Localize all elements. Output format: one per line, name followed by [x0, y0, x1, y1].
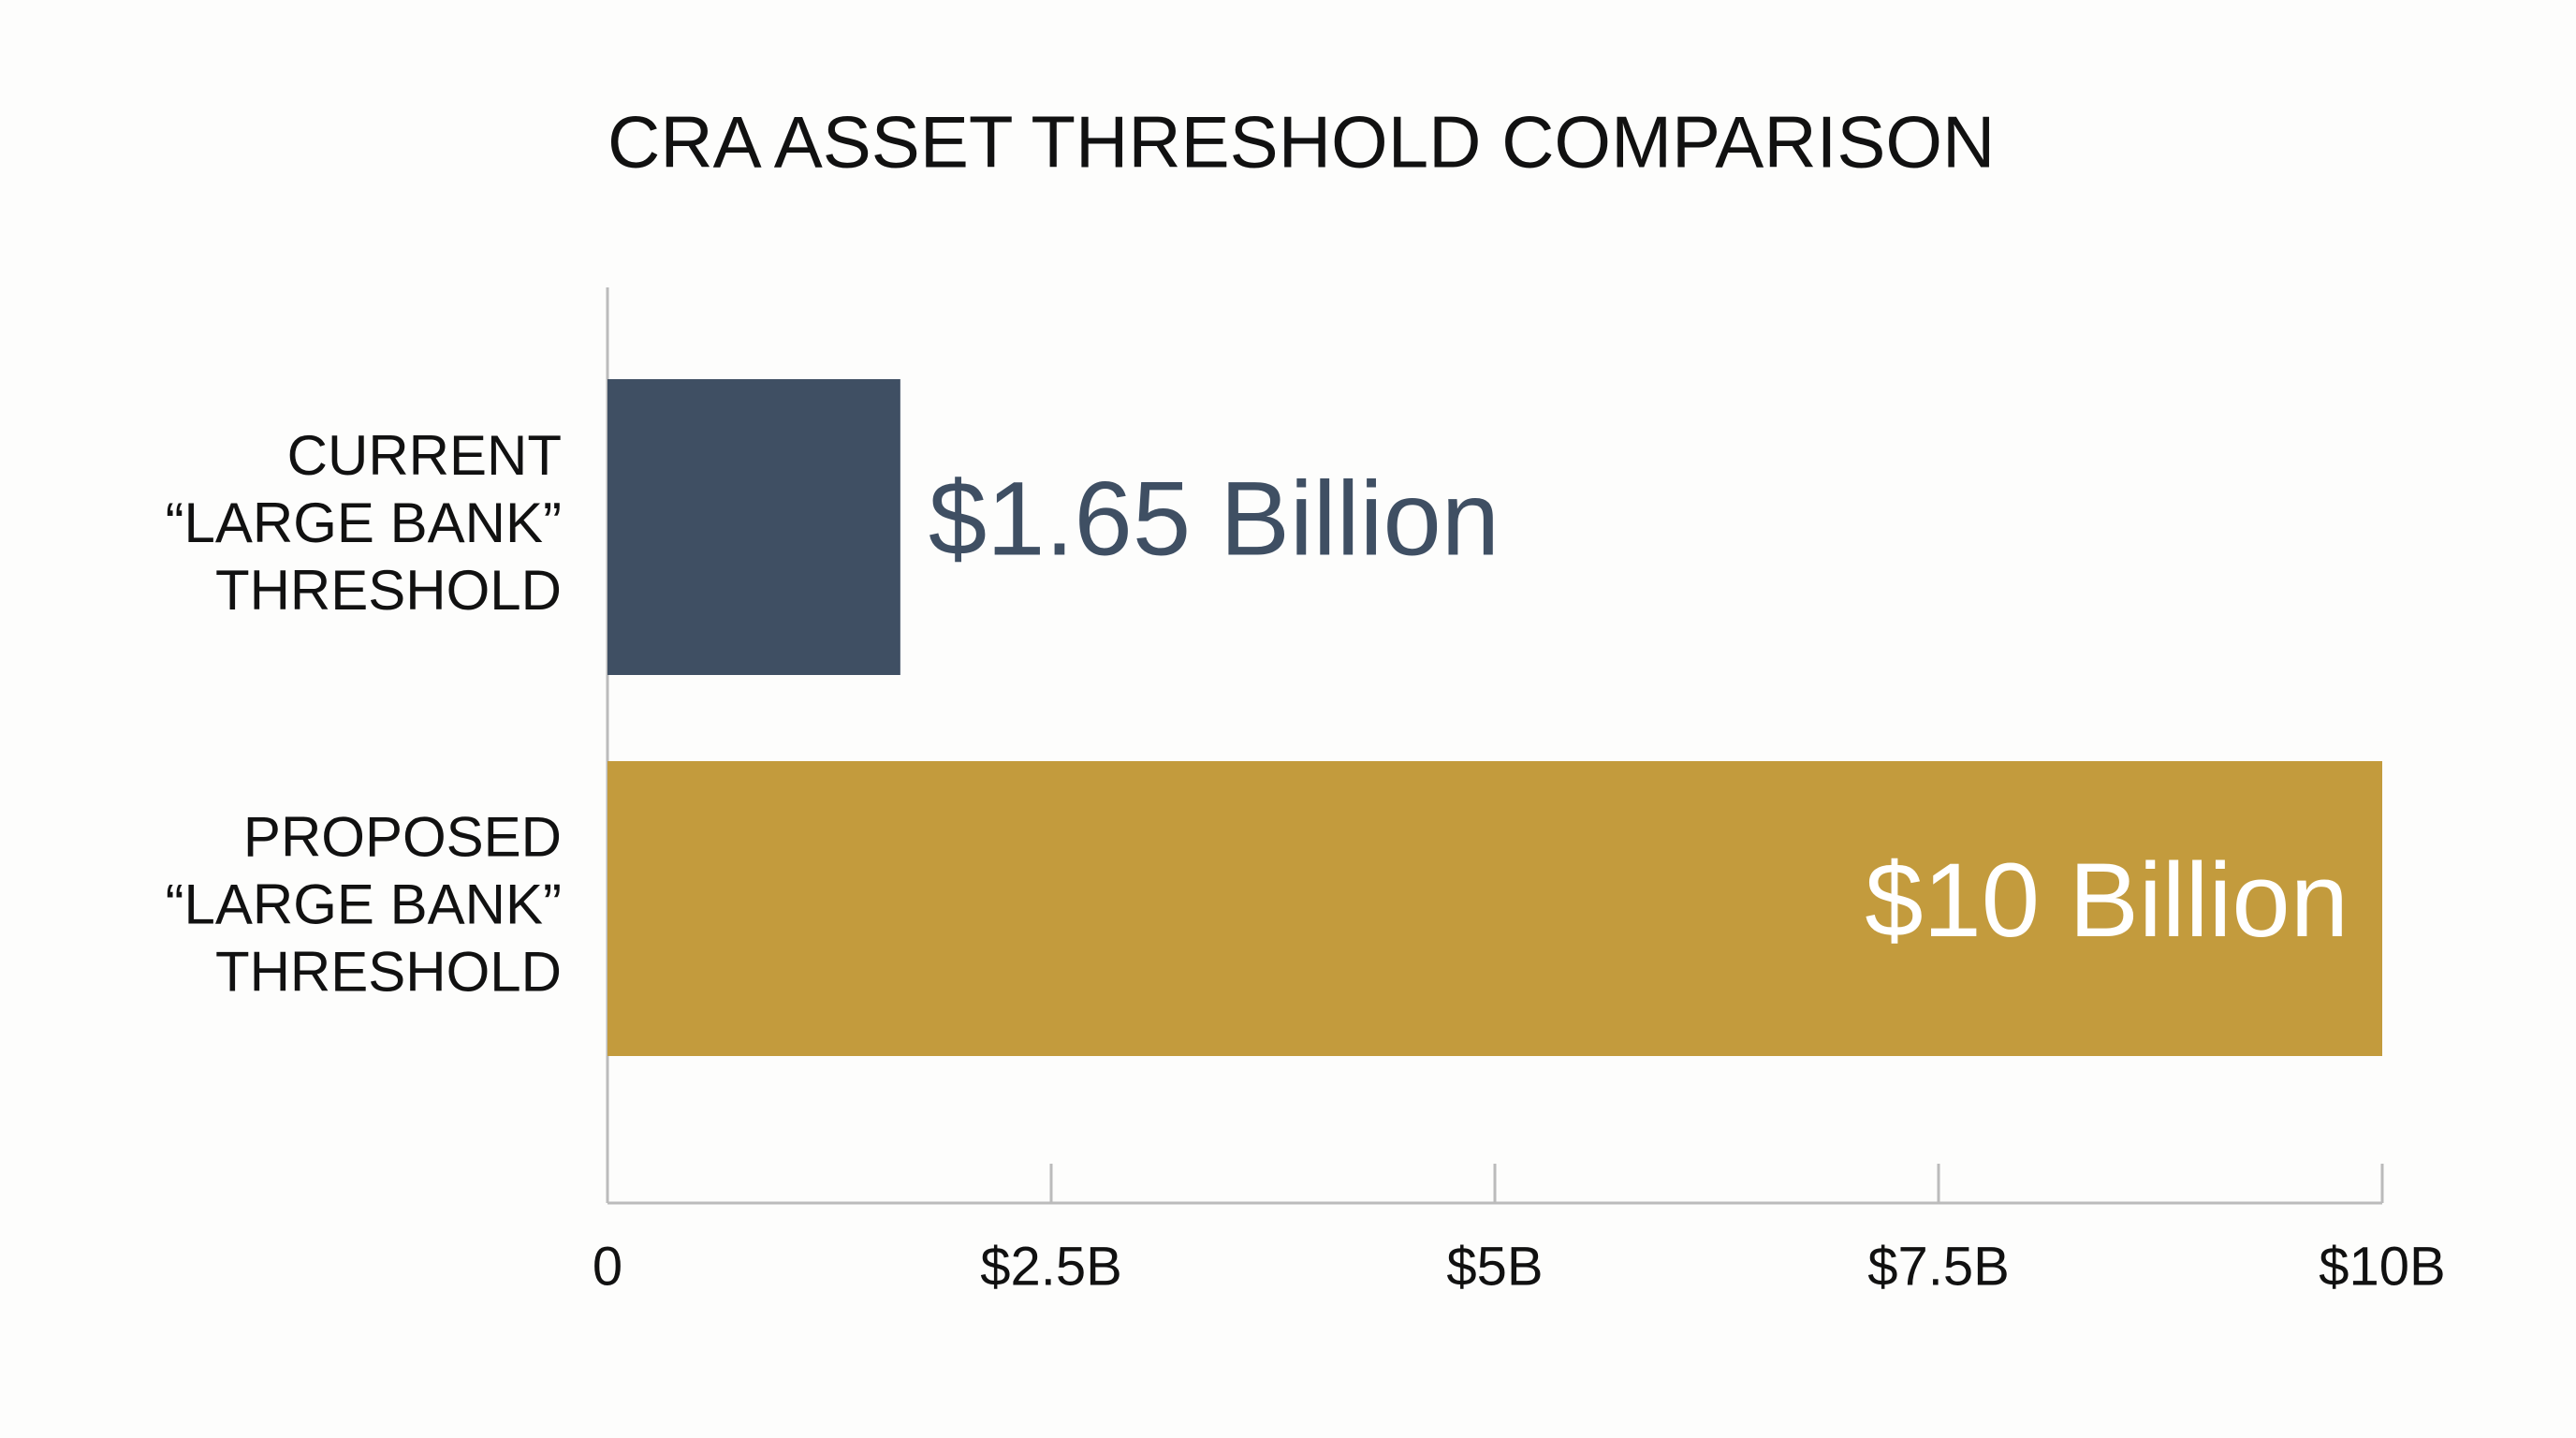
category-label: CURRENT “LARGE BANK” THRESHOLD	[166, 424, 562, 622]
bar	[607, 761, 2382, 1056]
x-tick-label: $2.5B	[980, 1236, 1122, 1297]
x-tick-label: $5B	[1446, 1236, 1543, 1297]
category-label: PROPOSED “LARGE BANK” THRESHOLD	[166, 805, 562, 1003]
bar	[607, 379, 900, 675]
x-tick-label: 0	[593, 1236, 622, 1297]
x-tick-label: $7.5B	[1867, 1236, 2010, 1297]
value-label: $1.65 Billion	[929, 461, 1500, 578]
value-label: $10 Billion	[1865, 842, 2349, 959]
chart-title: CRA ASSET THRESHOLD COMPARISON	[607, 101, 1995, 183]
x-tick-label: $10B	[2319, 1236, 2445, 1297]
